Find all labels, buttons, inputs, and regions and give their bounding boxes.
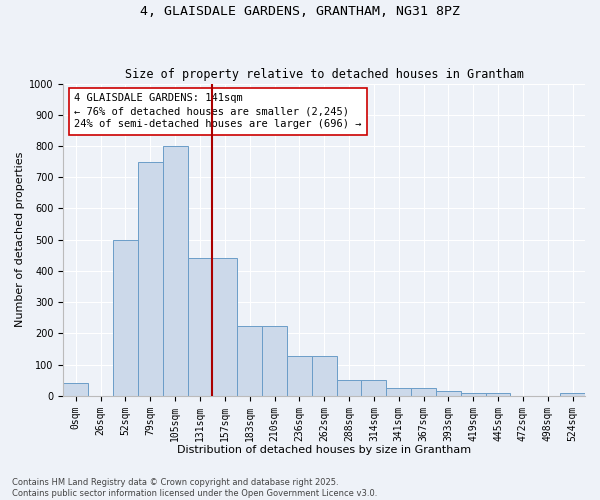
Bar: [163, 146, 188, 396]
Bar: [113, 240, 138, 396]
Bar: [312, 356, 337, 396]
Bar: [436, 391, 461, 396]
Bar: [64, 384, 88, 396]
Bar: [188, 258, 212, 396]
Bar: [485, 392, 511, 396]
Title: Size of property relative to detached houses in Grantham: Size of property relative to detached ho…: [125, 68, 524, 81]
X-axis label: Distribution of detached houses by size in Grantham: Distribution of detached houses by size …: [177, 445, 471, 455]
Bar: [287, 356, 312, 396]
Bar: [386, 388, 411, 396]
Bar: [337, 380, 361, 396]
Bar: [237, 326, 262, 396]
Bar: [212, 258, 237, 396]
Bar: [411, 388, 436, 396]
Bar: [560, 392, 585, 396]
Bar: [262, 326, 287, 396]
Text: 4, GLAISDALE GARDENS, GRANTHAM, NG31 8PZ: 4, GLAISDALE GARDENS, GRANTHAM, NG31 8PZ: [140, 5, 460, 18]
Text: 4 GLAISDALE GARDENS: 141sqm
← 76% of detached houses are smaller (2,245)
24% of : 4 GLAISDALE GARDENS: 141sqm ← 76% of det…: [74, 93, 361, 130]
Bar: [138, 162, 163, 396]
Y-axis label: Number of detached properties: Number of detached properties: [15, 152, 25, 328]
Bar: [461, 392, 485, 396]
Text: Contains HM Land Registry data © Crown copyright and database right 2025.
Contai: Contains HM Land Registry data © Crown c…: [12, 478, 377, 498]
Bar: [361, 380, 386, 396]
